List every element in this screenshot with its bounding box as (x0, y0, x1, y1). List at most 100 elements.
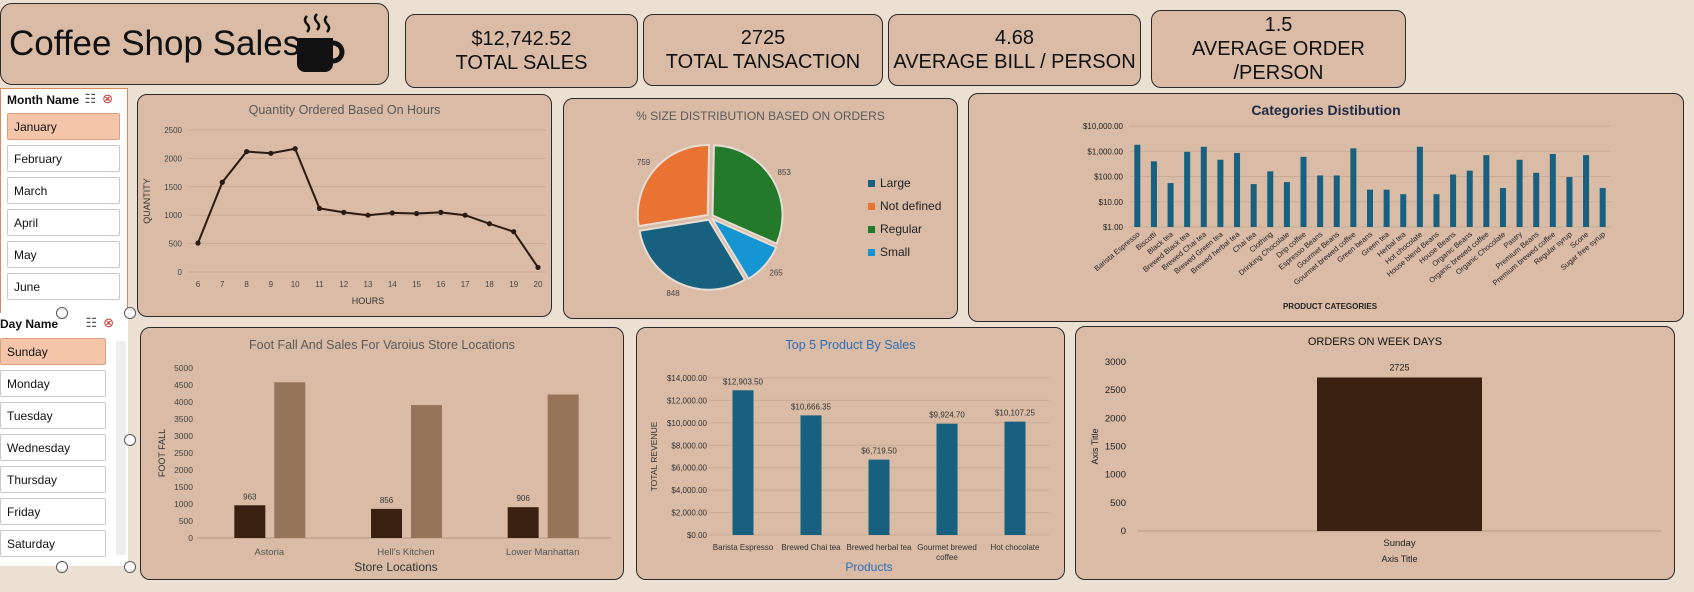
data-label: 963 (243, 492, 257, 501)
size-chart-panel: % SIZE DISTRIBUTION BASED ON ORDERS 848 7… (563, 98, 958, 319)
bar (1450, 174, 1457, 227)
chart-title: Foot Fall And Sales For Varoius Store Lo… (249, 338, 515, 352)
x-tick-label: 12 (339, 280, 348, 289)
data-point (268, 150, 274, 156)
resize-handle[interactable] (124, 434, 136, 446)
data-point (486, 221, 493, 227)
y-tick-label: $100.00 (1094, 173, 1123, 182)
slicer-item-april[interactable]: April (7, 209, 120, 236)
x-tick-label: 11 (315, 280, 324, 289)
bar (1400, 194, 1407, 227)
data-label: $12,903.50 (723, 377, 764, 386)
bar (1533, 172, 1540, 227)
x-tick-label: 8 (244, 280, 249, 289)
resize-handle[interactable] (56, 307, 68, 319)
slicer-item-january[interactable]: January (7, 113, 120, 140)
x-tick-label: 16 (436, 280, 445, 289)
slicer-item-tuesday[interactable]: Tuesday (0, 402, 106, 429)
multi-select-icon[interactable]: ☷ (85, 315, 104, 330)
bar (1250, 184, 1257, 227)
y-tick-label: 2000 (164, 154, 182, 163)
resize-handle[interactable] (124, 561, 136, 573)
x-axis-label: HOURS (352, 296, 385, 306)
data-label: 848 (666, 289, 680, 298)
x-tick-label: Gourmet brewed (917, 543, 977, 552)
slicer-item-february[interactable]: February (7, 145, 120, 172)
kpi-value: 2725 (740, 27, 786, 49)
bar (1134, 144, 1141, 227)
x-tick-label: Barista Espresso (713, 543, 774, 552)
bar (1499, 188, 1506, 227)
top5-bar-chart: $0.00 $2,000.00 $4,000.00 $6,000.00 $8,000.0… (649, 374, 1049, 574)
data-point (413, 210, 420, 217)
slicer-item-thursday[interactable]: Thursday (0, 466, 106, 493)
x-tick-label: 6 (196, 280, 201, 289)
slicer-item-wednesday[interactable]: Wednesday (0, 434, 106, 461)
y-tick-label: $1,000.00 (1087, 147, 1123, 156)
data-point (389, 210, 395, 216)
bar (411, 405, 442, 538)
y-tick-label: $14,000.00 (667, 374, 708, 383)
x-tick-label: 19 (509, 280, 518, 289)
multi-select-icon[interactable]: ☷ (84, 91, 103, 106)
x-axis-label: Axis Title (1381, 554, 1417, 564)
y-tick-label: $4,000.00 (671, 486, 707, 495)
bar (1317, 175, 1324, 227)
coffee-cup-icon (297, 13, 345, 72)
clear-filter-icon[interactable]: ⊗ (102, 91, 119, 106)
pie-slice (709, 216, 778, 281)
kpi-total-transaction: 2725 TOTAL TANSACTION (643, 14, 883, 86)
bar (1317, 377, 1482, 531)
clear-filter-icon[interactable]: ⊗ (103, 315, 120, 330)
slicer-item-monday[interactable]: Monday (0, 370, 106, 397)
resize-handle[interactable] (124, 307, 136, 319)
data-point (292, 146, 298, 152)
data-point (438, 209, 444, 215)
day-slicer: Day Name ☷⊗ Sunday Monday Tuesday Wednesday… (0, 313, 128, 566)
legend-swatch (868, 226, 875, 233)
legend-swatch (868, 203, 875, 210)
data-label: $10,107.25 (995, 409, 1036, 418)
slicer-item-june[interactable]: June (7, 273, 120, 300)
bar (1004, 421, 1026, 535)
bar (1433, 194, 1440, 227)
data-label: 2725 (1389, 362, 1409, 372)
categories-chart-panel: Categories Distibution $1.00 $10.00 $100.0… (968, 93, 1684, 322)
slicer-item-march[interactable]: March (7, 177, 120, 204)
y-tick-label: 500 (169, 240, 183, 249)
y-tick-label: $10,000.00 (1083, 122, 1124, 131)
y-tick-label: 1500 (1105, 442, 1126, 453)
y-tick-label: 3000 (174, 431, 193, 441)
slicer-item-friday[interactable]: Friday (0, 498, 106, 525)
kpi-average-order: 1.5 AVERAGE ORDER /PERSON (1151, 10, 1406, 88)
bar (274, 382, 306, 538)
chart-title: ORDERS ON WEEK DAYS (1307, 336, 1443, 348)
y-tick-label: $8,000.00 (671, 441, 707, 450)
y-tick-label: 2500 (1105, 385, 1126, 396)
data-label: 856 (380, 496, 394, 505)
y-tick-label: $1.00 (1103, 223, 1124, 232)
hours-chart-panel: Quantity Ordered Based On Hours 0 500 1000… (137, 94, 552, 317)
x-tick-label: Astoria (255, 547, 285, 558)
kpi-total-sales: $12,742.52 TOTAL SALES (405, 14, 638, 88)
slicer-item-may[interactable]: May (7, 241, 120, 268)
data-label: 853 (778, 168, 792, 177)
slicer-item-sunday[interactable]: Sunday (0, 338, 106, 365)
scrollbar[interactable] (116, 341, 126, 555)
y-tick-label: 1000 (164, 211, 182, 220)
slicer-item-saturday[interactable]: Saturday (0, 530, 106, 557)
x-tick-label: 18 (485, 280, 494, 289)
resize-handle[interactable] (56, 561, 68, 573)
bar (1267, 171, 1274, 227)
bar (1184, 151, 1191, 227)
y-tick-label: 2500 (174, 448, 193, 458)
bar (1549, 153, 1556, 227)
bar (936, 423, 958, 535)
kpi-label: AVERAGE ORDER /PERSON (1192, 38, 1365, 84)
x-tick-label: 20 (534, 280, 543, 289)
y-tick-label: 1500 (164, 183, 182, 192)
legend-label: Not defined (880, 199, 941, 213)
bar (234, 505, 266, 538)
title-panel: Coffee Shop Sales (0, 3, 389, 85)
y-axis-label: TOTAL REVENUE (649, 421, 659, 491)
